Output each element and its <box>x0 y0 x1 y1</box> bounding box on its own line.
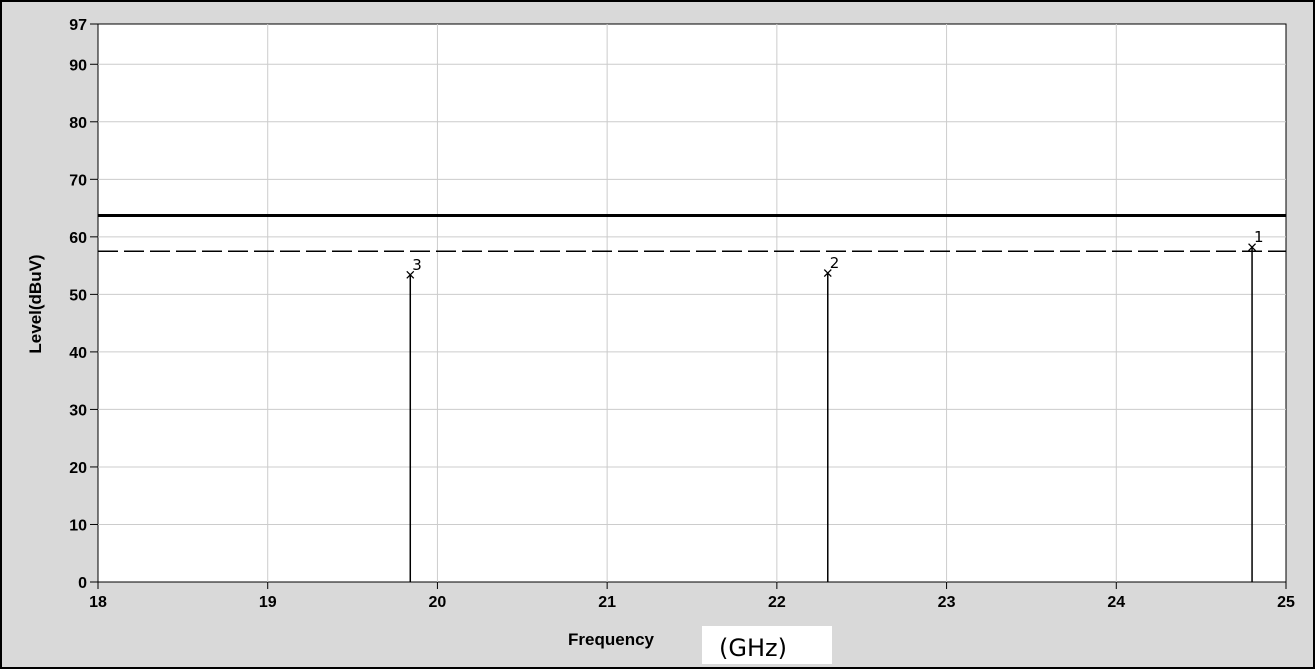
y-tick-label: 70 <box>69 172 87 189</box>
y-tick-label: 0 <box>78 575 87 592</box>
marker-3-point <box>406 270 415 279</box>
plot-area <box>97 23 1287 583</box>
y-tick-label: 97 <box>69 17 87 34</box>
y-tick-label: 30 <box>69 402 87 419</box>
markers: 1 2 3 <box>406 228 1264 582</box>
marker-1-point <box>1248 243 1257 252</box>
x-tick-label: 19 <box>259 594 277 611</box>
y-tick-label: 20 <box>69 460 87 477</box>
y-tick-label: 50 <box>69 287 87 304</box>
x-axis-title: Frequency <box>568 630 655 649</box>
marker-2-point <box>823 269 832 278</box>
y-tick-label: 80 <box>69 115 87 132</box>
x-axis-unit: (GHz) <box>719 634 787 662</box>
y-tick-label: 10 <box>69 517 87 534</box>
limit-lines <box>98 214 1286 252</box>
x-tick-label: 21 <box>598 594 616 611</box>
marker-2-label: 2 <box>830 254 840 272</box>
x-tick-label: 18 <box>89 594 107 611</box>
y-tick-label: 40 <box>69 345 87 362</box>
grid-layer <box>98 24 1286 582</box>
x-tick-label: 24 <box>1107 594 1125 611</box>
y-axis-title: Level(dBuV) <box>26 254 45 353</box>
y-tick-label: 60 <box>69 230 87 247</box>
y-tick-label: 90 <box>69 57 87 74</box>
x-tick-label: 25 <box>1277 594 1295 611</box>
x-axis: 18 19 20 21 22 23 24 25 <box>89 582 1295 611</box>
x-tick-label: 23 <box>938 594 956 611</box>
marker-1-label: 1 <box>1254 228 1264 246</box>
marker-3-label: 3 <box>412 256 422 274</box>
x-tick-label: 22 <box>768 594 786 611</box>
x-tick-label: 20 <box>429 594 447 611</box>
y-axis: 0 10 20 30 40 50 60 70 80 90 97 <box>69 17 98 592</box>
x-axis-unit-box <box>702 626 832 664</box>
